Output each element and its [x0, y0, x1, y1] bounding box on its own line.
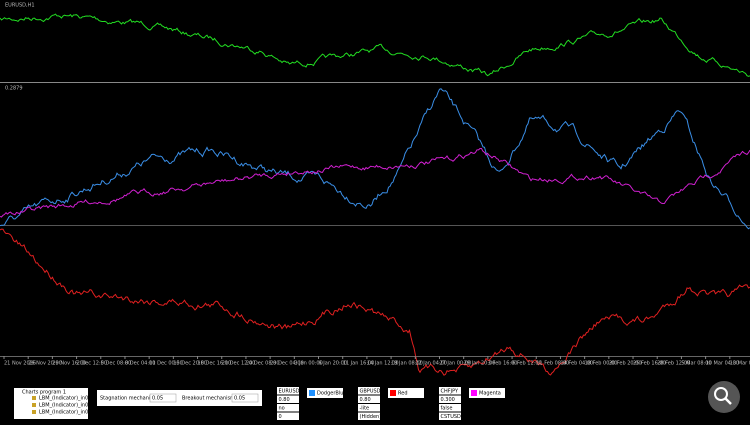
color-box[interactable] [307, 388, 343, 398]
time-label: 19 Jan 08:00 [391, 361, 423, 367]
symbol-cell[interactable] [439, 395, 461, 404]
time-label: 21 Nov 2026 [4, 361, 36, 367]
time-label: 10 Mar 04:00 [706, 361, 739, 367]
symbol-cell-text: GBPUSD [360, 389, 381, 395]
color-swatch [390, 390, 396, 396]
time-label: 3 Feb 16:00 [488, 361, 518, 367]
color-name: DodgerBlue [317, 391, 346, 397]
time-label: 5 Mar 08:00 [681, 361, 711, 367]
subwindow-label: 0.2879 [5, 86, 23, 92]
symbol-cell-text: CSTUSD [441, 414, 462, 420]
time-label: 21 Dec 12:00 [222, 361, 256, 367]
symbol-cell-text: (Hidden) [360, 414, 382, 420]
time-label: 18 Feb 00:00 [585, 361, 618, 367]
input-value: 0.05 [152, 396, 163, 402]
time-label: 14 Jan 12:00 [367, 361, 399, 367]
symbol-cell-text: 0.80 [279, 397, 290, 403]
inputs-box [97, 390, 262, 406]
symbol-cell-text: EURUSD [279, 389, 300, 395]
tree-icon [32, 396, 36, 400]
symbol-cell[interactable] [277, 404, 299, 412]
symbol-cell-text: 0.80 [360, 397, 371, 403]
symbol-cell-text: -lite [360, 406, 370, 412]
color-swatch [471, 390, 477, 396]
tree-box [14, 388, 88, 419]
time-label: 22 Jan 04:00 [415, 361, 447, 367]
input-value: 0.05 [234, 396, 245, 402]
time-label: 26 Nov 20:00 [28, 361, 62, 367]
green-line [0, 13, 750, 77]
time-label: 11 Feb 08:00 [536, 361, 569, 367]
time-label: 29 Jan 20:00 [464, 361, 496, 367]
tree-icon [32, 403, 36, 407]
color-swatch [309, 390, 315, 396]
time-label: 14 Feb 04:00 [560, 361, 593, 367]
time-label: 13 Mar 00:00 [730, 361, 750, 367]
symbol-cell[interactable] [358, 395, 380, 404]
time-label: 25 Feb 16:00 [633, 361, 666, 367]
symbol-cell[interactable] [277, 412, 299, 421]
time-label: 15 Dec 20:00 [173, 361, 207, 367]
tree-icon [32, 410, 36, 414]
symbol-cell[interactable] [358, 412, 380, 421]
input-label: Stagnation mechanism [100, 396, 158, 402]
time-label: 5 Dec 08:00 [101, 361, 131, 367]
symbol-cell[interactable] [358, 387, 380, 395]
symbol-cell[interactable] [439, 412, 461, 421]
time-label: 28 Feb 12:00 [657, 361, 690, 367]
blue-line [0, 88, 750, 230]
symbol-cell-text: 0 [279, 414, 282, 420]
symbol-label: EURUSD,H1 [5, 3, 35, 9]
color-box[interactable] [388, 388, 424, 398]
input-field[interactable] [231, 393, 259, 403]
time-label: 18 Dec 16:00 [198, 361, 232, 367]
input-field[interactable] [149, 393, 177, 403]
tree-item[interactable]: LBM_(Indicator)_in0.1 [39, 396, 93, 402]
magenta-line [0, 148, 750, 218]
tree-item[interactable]: LBM_(Indicator)_in0.2 [39, 403, 93, 409]
color-name: Magenta [479, 391, 501, 397]
time-label: 24 Dec 08:00 [246, 361, 280, 367]
time-label: 6 Feb 12:00 [512, 361, 542, 367]
symbol-cell-text: false [441, 406, 453, 412]
tree-item[interactable]: LBM_(Indicator)_in0.3 [39, 410, 93, 416]
price-lines [0, 13, 750, 376]
symbol-cell-text: CHFJPY [441, 389, 460, 395]
zoom-button[interactable] [708, 381, 740, 413]
red-line [0, 228, 750, 376]
time-label: 20 Feb 20:00 [609, 361, 642, 367]
tree-root: Charts program 1 [22, 390, 66, 396]
bottom-panel: Charts program 1LBM_(Indicator)_in0.1LBM… [14, 387, 505, 420]
symbol-cell[interactable] [439, 387, 461, 395]
time-label: 8 Dec 04:00 [125, 361, 155, 367]
color-box[interactable] [469, 388, 505, 398]
time-label: 29 Dec 04:00 [270, 361, 304, 367]
color-name: Red [398, 391, 408, 397]
time-label: 6 Jan 20:00 [319, 361, 347, 367]
time-label: 11 Dec 00:00 [149, 361, 183, 367]
symbol-cell-text: no [279, 406, 285, 412]
time-label: 27 Jan 00:00 [439, 361, 471, 367]
time-label: 29 Nov 16:00 [52, 361, 86, 367]
time-label: 11 Jan 16:00 [343, 361, 375, 367]
symbol-cell[interactable] [277, 387, 299, 395]
symbol-cell-text: 0.300 [441, 397, 455, 403]
input-label: Breakout mechanism [182, 396, 235, 402]
time-label: 2 Dec 12:00 [77, 361, 107, 367]
symbol-cell[interactable] [277, 395, 299, 404]
symbol-cell[interactable] [358, 404, 380, 412]
symbol-cell[interactable] [439, 404, 461, 412]
time-label: 3 Jan 00:00 [294, 361, 322, 367]
